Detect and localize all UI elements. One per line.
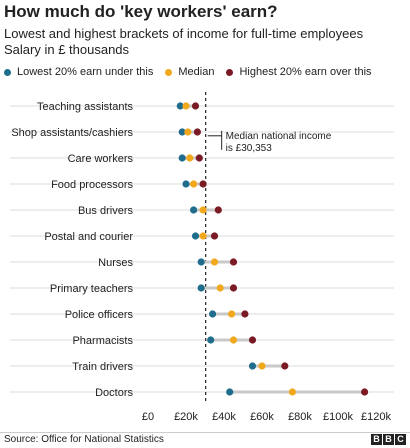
legend-label-high: Highest 20% earn over this [239,66,372,78]
category-label: Food processors [51,179,133,191]
x-tick-label: £100k [323,411,353,423]
x-tick-label: £20k [174,411,198,423]
annotation-text-line1: Median national income [226,131,332,142]
x-tick-label: £0 [142,411,154,423]
dot-high [191,102,200,110]
category-label: Postal and courier [44,231,133,243]
dot-median [199,206,207,214]
dot-median [190,180,198,188]
legend-item-median: Median [165,66,214,78]
dot-high [229,258,238,266]
dot-median [288,388,296,396]
dot-low [197,284,205,292]
legend-label-low: Lowest 20% earn under this [17,66,154,78]
category-label: Police officers [65,309,134,321]
dot-median [229,336,238,344]
dot-high [229,284,238,292]
chart-units-subtitle: Salary in £ thousands [4,42,130,57]
dot-high [281,362,289,370]
dot-high [193,128,201,136]
dot-median [199,232,207,240]
dot-low [190,206,198,214]
dot-high [248,336,257,344]
dot-high [241,310,249,318]
category-label: Pharmacists [72,335,133,347]
dot-low [178,128,186,136]
category-label: Care workers [68,153,134,165]
dot-high [214,206,222,214]
legend-item-low: Lowest 20% earn under this [4,66,153,78]
dot-median [210,258,219,266]
category-label: Doctors [95,387,133,399]
legend-dot-median [165,68,173,76]
bbc-logo-letter: B [383,434,394,445]
x-tick-label: £80k [288,411,312,423]
dot-high [199,180,207,188]
category-label: Teaching assistants [37,101,133,113]
dot-median [182,102,190,110]
category-label: Nurses [98,257,133,269]
chart-subtitle: Lowest and highest brackets of income fo… [4,26,364,41]
legend-dot-low [4,68,11,76]
dot-median [216,284,224,292]
legend-label-median: Median [178,66,215,78]
x-tick-label: £60k [250,411,274,423]
category-label: Train drivers [72,361,133,373]
dot-high [195,154,203,162]
dot-high [210,232,219,240]
dot-low [248,362,257,370]
dot-median [258,362,266,370]
dot-low [207,336,215,344]
chart-title: How much do 'key workers' earn? [4,2,278,21]
legend-item-high: Highest 20% earn over this [226,66,372,78]
legend: Lowest 20% earn under this Median Highes… [4,66,408,78]
dot-low [191,232,200,240]
category-label: Shop assistants/cashiers [11,127,133,139]
dot-low [182,180,190,188]
x-tick-label: £40k [212,411,236,423]
dot-low [178,154,186,162]
dot-low [209,310,217,318]
source-note: Source: Office for National Statistics [4,434,164,445]
bbc-logo: B B C [370,434,406,445]
category-label: Bus drivers [78,205,134,217]
dot-high [361,388,369,396]
x-tick-label: £120k [361,411,391,423]
dot-median [228,310,236,318]
dot-median [184,128,192,136]
legend-dot-high [226,68,234,76]
dot-median [186,154,194,162]
bbc-logo-letter: B [371,434,382,445]
footer-divider [0,432,410,433]
dot-low [226,388,234,396]
dot-low [197,258,205,266]
category-label: Primary teachers [50,283,134,295]
annotation-text-line2: is £30,353 [226,143,273,154]
bbc-logo-letter: C [395,434,406,445]
dot-low [176,102,184,110]
